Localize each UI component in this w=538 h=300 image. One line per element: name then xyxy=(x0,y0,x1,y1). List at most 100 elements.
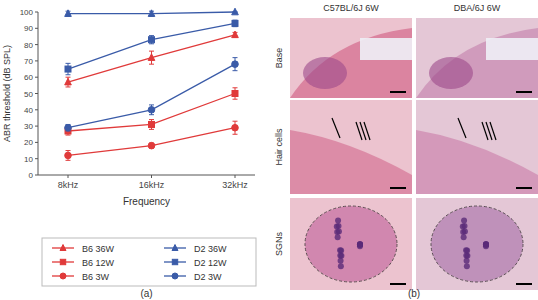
arrow xyxy=(458,118,466,138)
tissue xyxy=(429,57,473,89)
marker xyxy=(60,273,66,279)
y-tick-label: 0 xyxy=(29,171,34,180)
legend-item: B6 3W xyxy=(52,272,110,282)
y-tick xyxy=(35,12,38,13)
histology-image xyxy=(416,198,538,290)
nucleus xyxy=(336,228,342,234)
y-tick xyxy=(35,77,38,78)
error-cap xyxy=(66,74,71,75)
image-bg xyxy=(290,198,412,290)
marker xyxy=(65,152,72,159)
error-cap xyxy=(149,43,154,44)
legend-item: B6 12W xyxy=(52,258,115,268)
marker xyxy=(172,245,178,251)
lumen xyxy=(486,38,538,60)
series-line xyxy=(68,35,235,82)
marker xyxy=(65,124,72,131)
tissue xyxy=(290,130,412,194)
image-bg xyxy=(416,198,538,290)
marker xyxy=(232,91,238,97)
plot-marks xyxy=(65,8,239,160)
tissue xyxy=(416,130,538,194)
x-axis xyxy=(38,175,255,176)
row-label: SGNs xyxy=(274,232,284,257)
x-tick xyxy=(151,175,152,178)
marker xyxy=(232,61,239,68)
image-bg xyxy=(290,18,412,98)
y-tick-label: 100 xyxy=(20,8,34,17)
legend-item: D2 12W xyxy=(164,258,227,268)
y-tick xyxy=(35,93,38,94)
error-cap xyxy=(66,150,71,151)
scale-bar xyxy=(516,187,532,189)
error-cap xyxy=(66,160,71,161)
arrow xyxy=(490,122,496,140)
tissue xyxy=(303,57,347,89)
y-tick-label: 20 xyxy=(24,138,33,147)
marker xyxy=(65,78,72,85)
y-tick-label: 50 xyxy=(24,90,33,99)
y-tick-label: 90 xyxy=(24,24,33,33)
x-tick-label: 16kHz xyxy=(139,180,165,190)
marker xyxy=(172,273,178,279)
scale-bar xyxy=(516,283,532,285)
marker xyxy=(60,245,66,251)
legend-label: B6 12W xyxy=(82,258,115,268)
y-tick xyxy=(35,44,38,45)
scale-bar xyxy=(390,283,406,285)
x-tick xyxy=(235,175,236,178)
error-cap xyxy=(149,51,154,52)
y-tick xyxy=(35,60,38,61)
y-tick xyxy=(35,28,38,29)
y-tick xyxy=(35,142,38,143)
y-tick-label: 30 xyxy=(24,122,33,131)
nucleus xyxy=(337,252,343,258)
marker xyxy=(149,121,155,127)
scale-bar xyxy=(516,91,532,93)
error-cap xyxy=(233,134,238,135)
nucleus xyxy=(338,258,344,264)
legend-label: B6 3W xyxy=(82,272,110,282)
arrow xyxy=(332,118,340,138)
x-tick-label: 8kHz xyxy=(58,180,79,190)
nucleus xyxy=(461,218,467,224)
lumen xyxy=(360,38,412,60)
x-tick xyxy=(68,175,69,178)
nucleus xyxy=(464,263,470,269)
marker xyxy=(232,8,239,15)
error-cap xyxy=(233,57,238,58)
series-line xyxy=(68,128,235,156)
nucleus xyxy=(336,223,342,229)
marker xyxy=(232,31,239,38)
panel-label: (b) xyxy=(408,288,420,299)
nucleus xyxy=(463,247,469,253)
legend-box xyxy=(42,238,256,286)
nucleus xyxy=(337,247,343,253)
image-bg xyxy=(416,100,538,194)
column-header: DBA/6J 6W xyxy=(454,3,501,13)
error-cap xyxy=(233,70,238,71)
marker xyxy=(172,259,177,264)
error-cap xyxy=(149,35,154,36)
marker xyxy=(148,107,155,114)
error-cap xyxy=(149,64,154,65)
marker xyxy=(148,142,155,149)
scale-bar xyxy=(390,187,406,189)
error-cap xyxy=(149,114,154,115)
row-label: Base xyxy=(274,48,284,69)
series-line xyxy=(68,94,235,131)
y-tick-label: 60 xyxy=(24,73,33,82)
legend-item: B6 36W xyxy=(52,244,115,254)
arrow xyxy=(364,122,370,140)
error-cap xyxy=(149,129,154,130)
y-tick-label: 80 xyxy=(24,41,33,50)
column-header: C57BL/6J 6W xyxy=(323,3,379,13)
row-label: Hair cells xyxy=(274,128,284,166)
nucleus xyxy=(335,218,341,224)
error-cap xyxy=(66,135,71,136)
y-tick-label: 70 xyxy=(24,57,33,66)
marker xyxy=(65,10,72,17)
legend-item: D2 3W xyxy=(164,272,222,282)
marker xyxy=(60,259,65,264)
sgn-region xyxy=(305,206,397,282)
